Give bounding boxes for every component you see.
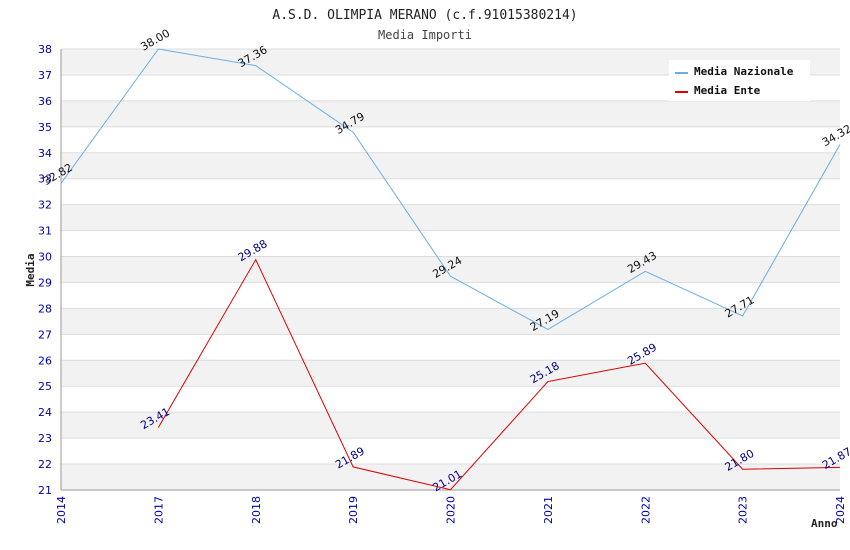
y-tick-label: 38 — [38, 43, 52, 56]
y-tick-label: 36 — [38, 95, 52, 108]
x-tick-label: 2022 — [639, 496, 652, 524]
y-tick-label: 35 — [38, 121, 52, 134]
legend-label-nazionale: Media Nazionale — [694, 65, 794, 78]
y-tick-label: 27 — [38, 328, 52, 341]
grid-band — [61, 412, 840, 439]
grid-band — [61, 256, 840, 283]
grid-band — [61, 360, 840, 387]
legend: Media Nazionale Media Ente — [669, 60, 810, 101]
x-tick-label: 2021 — [542, 496, 555, 524]
chart-title: A.S.D. OLIMPIA MERANO (c.f.91015380214) — [272, 8, 577, 23]
x-tick-label: 2023 — [737, 496, 750, 524]
y-tick-label: 32 — [38, 199, 52, 212]
grid-lines — [61, 48, 840, 491]
x-tick-label: 2019 — [347, 496, 360, 524]
y-tick-label: 23 — [38, 432, 52, 445]
y-tick-label: 29 — [38, 276, 52, 289]
y-tick-label: 37 — [38, 69, 52, 82]
series-lines — [60, 48, 841, 491]
y-tick-label: 34 — [38, 147, 52, 160]
grid-band — [61, 464, 840, 490]
grid-bands — [61, 49, 840, 490]
grid-band — [61, 204, 840, 231]
x-tick-label: 2014 — [55, 496, 68, 524]
grid-band — [61, 308, 840, 335]
x-tick-label: 2020 — [445, 496, 458, 524]
data-label: 32.82 — [41, 161, 75, 188]
y-tick-labels: 21 22 23 24 25 26 27 28 29 30 31 32 33 34 35 36 37 38 — [38, 43, 52, 497]
y-tick-label: 33 — [38, 173, 52, 186]
x-tick-label: 2024 — [834, 496, 847, 524]
series-line-ente — [157, 258, 841, 491]
y-tick-label: 22 — [38, 458, 52, 471]
legend-label-ente: Media Ente — [694, 84, 761, 97]
chart-subtitle: Media Importi — [378, 28, 472, 42]
y-tick-label: 28 — [38, 302, 52, 315]
x-tick-label: 2018 — [250, 496, 263, 524]
y-axis-title: Media — [24, 253, 37, 286]
grid-band — [61, 100, 840, 127]
y-tick-label: 31 — [38, 225, 52, 238]
y-tick-label: 24 — [38, 406, 52, 419]
y-tick-label: 30 — [38, 251, 52, 264]
x-tick-labels: 2014 2017 2018 2019 2020 2021 2022 2023 2024 — [55, 496, 847, 524]
y-tick-label: 26 — [38, 354, 52, 367]
y-tick-label: 21 — [38, 484, 52, 497]
x-tick-label: 2017 — [152, 496, 165, 524]
x-axis-title: Anno — [811, 517, 838, 530]
series-line-nazionale — [60, 48, 841, 330]
y-tick-label: 25 — [38, 380, 52, 393]
legend-box — [669, 60, 810, 101]
grid-band — [61, 152, 840, 179]
